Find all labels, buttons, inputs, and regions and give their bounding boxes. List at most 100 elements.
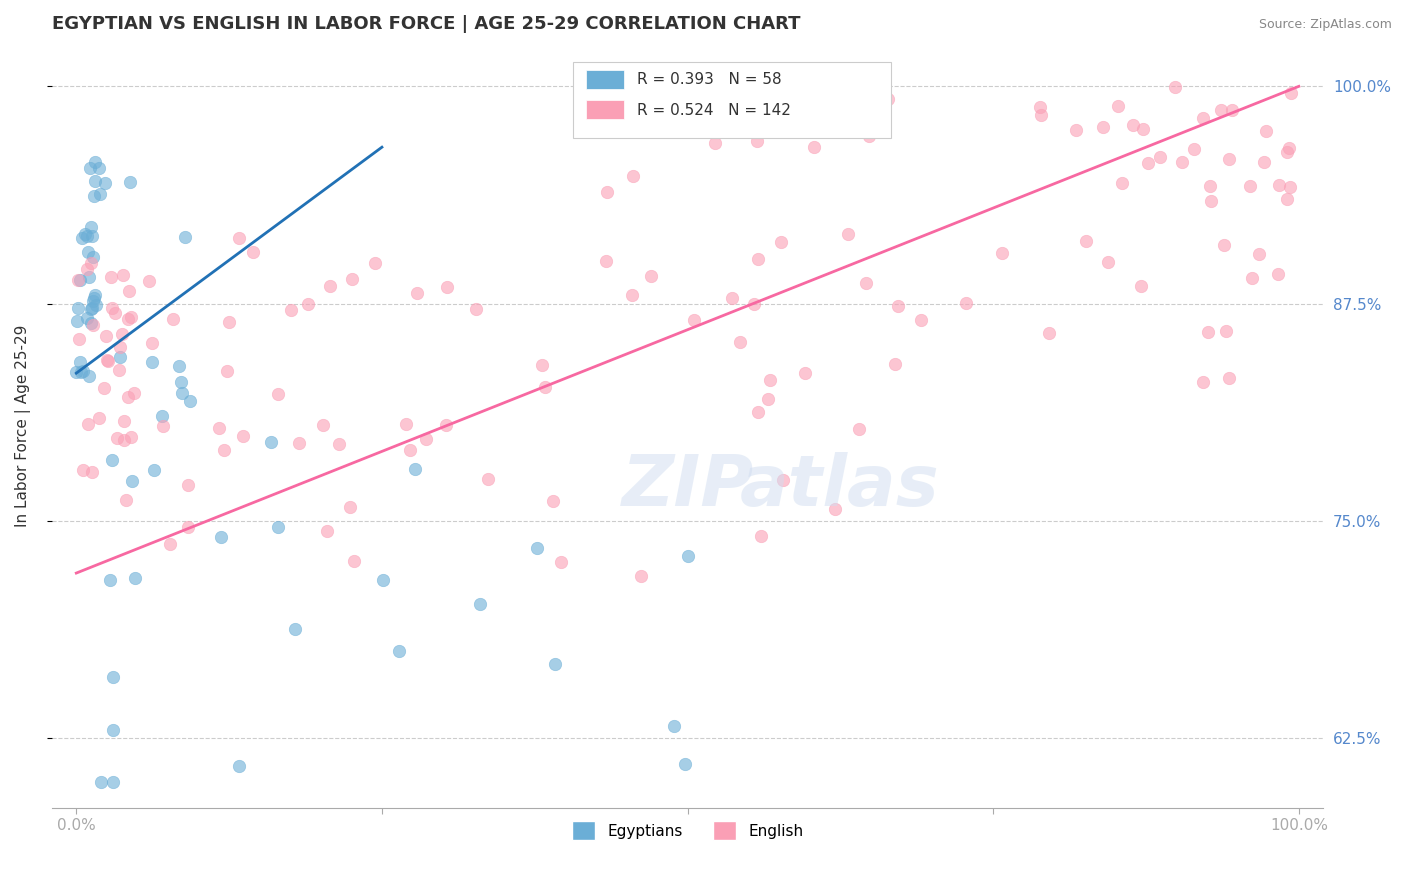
Point <box>543 657 565 672</box>
Point <box>101 723 124 737</box>
Point <box>93 381 115 395</box>
Point <box>228 758 250 772</box>
Point <box>107 363 129 377</box>
Text: R = 0.393   N = 58: R = 0.393 N = 58 <box>637 72 782 87</box>
Point <box>90 774 112 789</box>
Point <box>98 573 121 587</box>
Point <box>94 176 117 190</box>
Point <box>595 254 617 268</box>
Point <box>465 302 488 317</box>
Point <box>756 392 779 406</box>
Point <box>297 297 319 311</box>
Point <box>82 301 104 315</box>
Point <box>1038 326 1060 340</box>
Point <box>97 354 120 368</box>
Point <box>260 434 283 449</box>
Point <box>1277 145 1299 160</box>
Point <box>683 313 706 327</box>
Point <box>848 422 870 436</box>
Point <box>772 474 794 488</box>
Point <box>803 139 825 153</box>
Point <box>82 318 104 332</box>
Point <box>124 571 146 585</box>
Point <box>83 189 105 203</box>
Point <box>80 229 103 244</box>
Point <box>1192 111 1215 125</box>
Point <box>77 244 100 259</box>
Point <box>1122 118 1144 132</box>
Point <box>543 493 565 508</box>
Point <box>742 297 765 311</box>
Point <box>530 358 553 372</box>
Point <box>117 390 139 404</box>
Point <box>837 227 859 242</box>
Point <box>66 314 89 328</box>
Point <box>793 366 815 380</box>
Point <box>83 288 105 302</box>
Point <box>673 757 696 772</box>
Point <box>858 129 880 144</box>
Point <box>1239 178 1261 193</box>
Point <box>76 311 98 326</box>
Point <box>1197 325 1219 339</box>
Point <box>312 418 335 433</box>
Point <box>287 436 309 450</box>
Point <box>1275 192 1298 206</box>
Point <box>232 428 254 442</box>
Point <box>1066 123 1088 137</box>
Point <box>101 301 124 316</box>
Point <box>242 244 264 259</box>
Point <box>1279 86 1302 100</box>
Point <box>1029 100 1052 114</box>
Point <box>526 541 548 555</box>
Point <box>150 409 173 424</box>
Point <box>84 298 107 312</box>
Point <box>910 313 932 327</box>
Point <box>65 365 87 379</box>
Point <box>1132 121 1154 136</box>
Point <box>105 432 128 446</box>
Point <box>162 311 184 326</box>
Point <box>77 417 100 431</box>
Y-axis label: In Labor Force | Age 25-29: In Labor Force | Age 25-29 <box>15 324 31 526</box>
Point <box>170 385 193 400</box>
Point <box>280 303 302 318</box>
Point <box>120 430 142 444</box>
Point <box>676 549 699 563</box>
Point <box>117 311 139 326</box>
Point <box>887 300 910 314</box>
Text: ZIP: ZIP <box>621 452 754 521</box>
Point <box>1240 271 1263 285</box>
Point <box>1091 120 1114 134</box>
Point <box>343 554 366 568</box>
Point <box>1254 124 1277 138</box>
Point <box>89 186 111 201</box>
Point <box>364 256 387 270</box>
Point <box>747 135 769 149</box>
Point <box>533 380 555 394</box>
Point <box>704 136 727 151</box>
Point <box>212 442 235 457</box>
Point <box>721 291 744 305</box>
Point <box>620 287 643 301</box>
Point <box>70 365 93 379</box>
Point <box>120 176 142 190</box>
Point <box>101 453 124 467</box>
Point <box>1247 247 1270 261</box>
Point <box>1137 155 1160 169</box>
Point <box>404 462 426 476</box>
Point <box>177 520 200 534</box>
Point <box>112 268 135 282</box>
Point <box>1111 176 1133 190</box>
Text: atlas: atlas <box>740 452 941 521</box>
Point <box>1212 238 1234 252</box>
Point <box>316 524 339 538</box>
Point <box>138 274 160 288</box>
Point <box>77 368 100 383</box>
Point <box>169 359 191 373</box>
Point <box>67 272 90 286</box>
Point <box>747 405 769 419</box>
Point <box>1278 180 1301 194</box>
Point <box>209 530 232 544</box>
Point <box>1199 194 1222 208</box>
